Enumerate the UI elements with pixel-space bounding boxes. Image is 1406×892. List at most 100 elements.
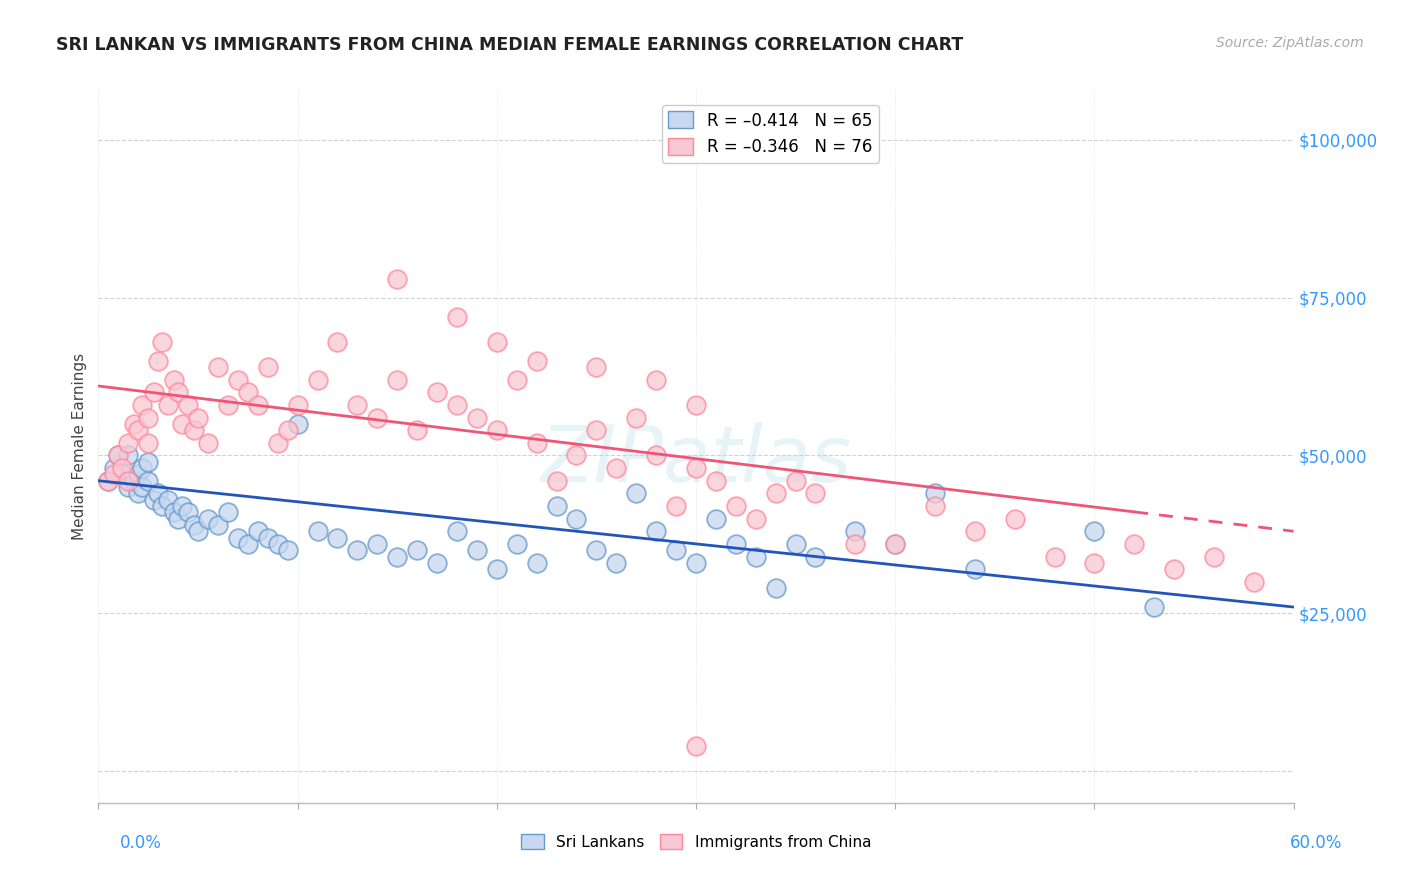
Text: Source: ZipAtlas.com: Source: ZipAtlas.com — [1216, 36, 1364, 50]
Y-axis label: Median Female Earnings: Median Female Earnings — [72, 352, 87, 540]
Point — [111, 467, 134, 482]
Point — [207, 517, 229, 532]
Point — [426, 556, 449, 570]
Point — [131, 461, 153, 475]
Point — [963, 524, 986, 539]
Point — [177, 398, 200, 412]
Point — [148, 486, 170, 500]
Point — [745, 511, 768, 525]
Point — [197, 435, 219, 450]
Point — [256, 531, 278, 545]
Point — [207, 360, 229, 375]
Point — [526, 353, 548, 368]
Point — [804, 549, 827, 564]
Point — [645, 524, 668, 539]
Point — [485, 562, 508, 576]
Point — [287, 398, 309, 412]
Point — [236, 537, 259, 551]
Point — [187, 524, 209, 539]
Point — [924, 486, 946, 500]
Point — [585, 423, 607, 437]
Point — [127, 467, 149, 482]
Point — [256, 360, 278, 375]
Point — [506, 373, 529, 387]
Text: 0.0%: 0.0% — [120, 834, 162, 852]
Point — [131, 398, 153, 412]
Point — [246, 524, 269, 539]
Point — [704, 511, 727, 525]
Point — [167, 385, 190, 400]
Point — [131, 480, 153, 494]
Point — [326, 334, 349, 349]
Point — [626, 410, 648, 425]
Point — [107, 449, 129, 463]
Point — [685, 556, 707, 570]
Point — [103, 467, 125, 482]
Point — [150, 334, 173, 349]
Point — [385, 373, 409, 387]
Point — [148, 353, 170, 368]
Legend: Sri Lankans, Immigrants from China: Sri Lankans, Immigrants from China — [515, 828, 877, 855]
Point — [172, 417, 194, 431]
Point — [844, 524, 866, 539]
Point — [1004, 511, 1026, 525]
Point — [117, 474, 139, 488]
Point — [724, 537, 747, 551]
Point — [136, 474, 159, 488]
Point — [236, 385, 259, 400]
Point — [585, 543, 607, 558]
Point — [963, 562, 986, 576]
Point — [526, 435, 548, 450]
Point — [226, 373, 249, 387]
Point — [124, 474, 146, 488]
Point — [626, 486, 648, 500]
Point — [107, 449, 129, 463]
Point — [924, 499, 946, 513]
Text: 60.0%: 60.0% — [1291, 834, 1343, 852]
Point — [565, 449, 588, 463]
Point — [724, 499, 747, 513]
Point — [1043, 549, 1066, 564]
Point — [485, 334, 508, 349]
Point — [167, 511, 190, 525]
Point — [884, 537, 907, 551]
Point — [346, 543, 368, 558]
Point — [307, 524, 329, 539]
Point — [143, 492, 166, 507]
Point — [685, 461, 707, 475]
Point — [150, 499, 173, 513]
Point — [111, 461, 134, 475]
Point — [366, 537, 388, 551]
Point — [506, 537, 529, 551]
Point — [1163, 562, 1185, 576]
Point — [117, 480, 139, 494]
Point — [844, 537, 866, 551]
Point — [136, 455, 159, 469]
Point — [183, 423, 205, 437]
Point — [183, 517, 205, 532]
Point — [1083, 556, 1105, 570]
Point — [385, 549, 409, 564]
Point — [1202, 549, 1225, 564]
Point — [163, 505, 186, 519]
Point — [685, 398, 707, 412]
Point — [526, 556, 548, 570]
Point — [326, 531, 349, 545]
Point — [136, 410, 159, 425]
Point — [385, 271, 409, 285]
Point — [605, 556, 627, 570]
Point — [406, 423, 429, 437]
Point — [267, 537, 290, 551]
Point — [136, 435, 159, 450]
Point — [157, 492, 180, 507]
Point — [645, 449, 668, 463]
Point — [765, 486, 787, 500]
Point — [127, 423, 149, 437]
Point — [177, 505, 200, 519]
Text: SRI LANKAN VS IMMIGRANTS FROM CHINA MEDIAN FEMALE EARNINGS CORRELATION CHART: SRI LANKAN VS IMMIGRANTS FROM CHINA MEDI… — [56, 36, 963, 54]
Point — [172, 499, 194, 513]
Point — [426, 385, 449, 400]
Point — [605, 461, 627, 475]
Point — [745, 549, 768, 564]
Point — [785, 474, 807, 488]
